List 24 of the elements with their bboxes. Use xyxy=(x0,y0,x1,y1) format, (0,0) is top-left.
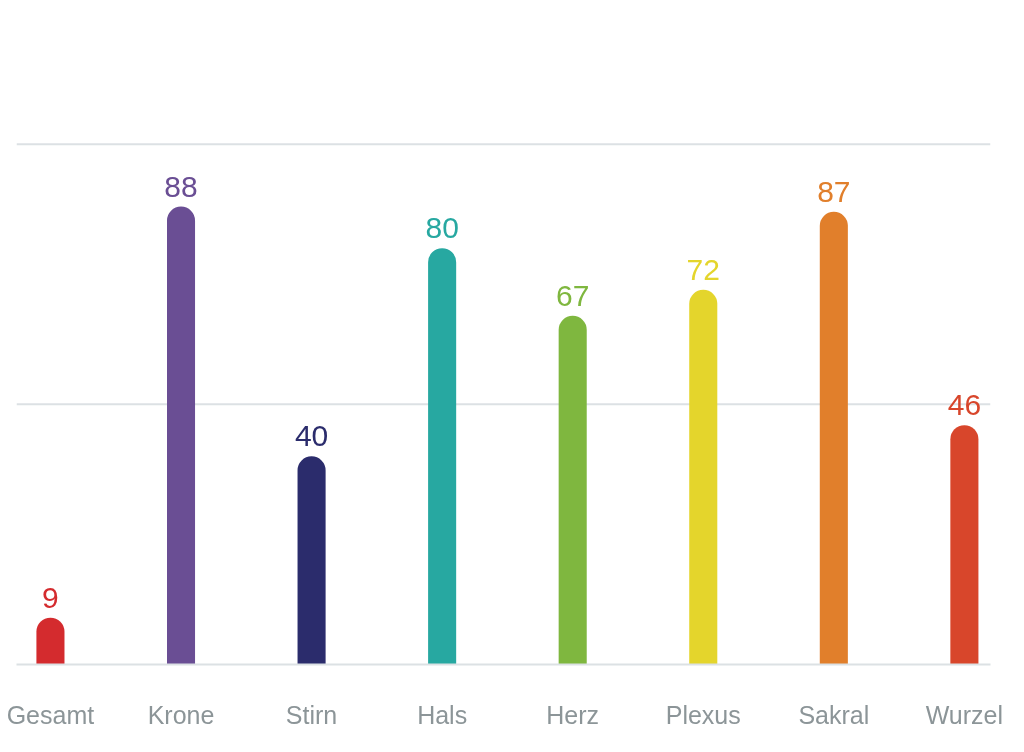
x-tick-label: Sakral xyxy=(798,700,870,729)
x-tick-label: Herz xyxy=(546,700,600,729)
bar xyxy=(558,315,587,665)
bar xyxy=(689,289,718,665)
data-label: 87 xyxy=(817,174,851,208)
data-label: 67 xyxy=(556,278,590,312)
bar xyxy=(297,456,326,665)
x-tick-label: Krone xyxy=(147,700,215,729)
bar xyxy=(428,248,457,665)
bar xyxy=(36,617,65,665)
data-label: 40 xyxy=(294,419,329,453)
bar xyxy=(819,211,848,665)
bar xyxy=(166,206,196,665)
data-label: 72 xyxy=(686,252,720,286)
x-tick-label: Wurzel xyxy=(925,700,1004,729)
x-tick-label: Gesamt xyxy=(6,700,95,729)
data-label: 80 xyxy=(425,211,459,245)
x-tick-label: Stirn xyxy=(285,700,338,729)
bar xyxy=(950,425,979,665)
data-label: 46 xyxy=(947,388,982,422)
x-tick-label: Plexus xyxy=(665,700,741,729)
data-label: 88 xyxy=(164,169,198,203)
data-label: 9 xyxy=(42,580,59,614)
x-tick-label: Hals xyxy=(417,700,468,729)
